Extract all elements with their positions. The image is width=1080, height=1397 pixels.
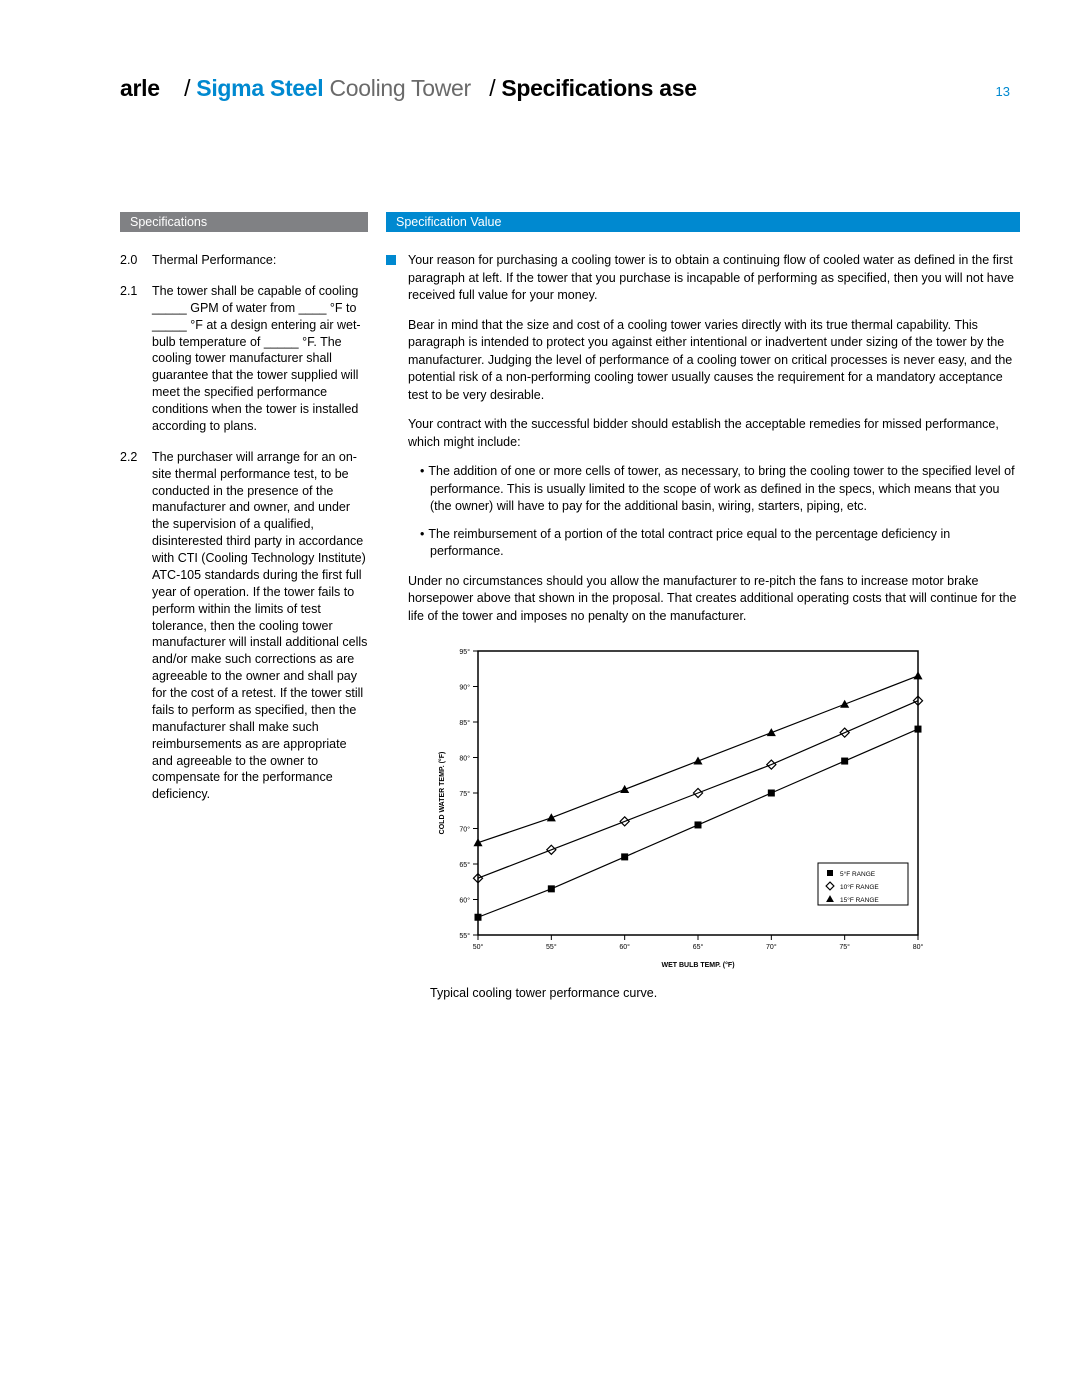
svg-text:80°: 80° [459, 755, 470, 763]
performance-chart: 55°60°65°70°75°80°85°90°95°50°55°60°65°7… [430, 643, 1020, 1003]
value-paragraph: Your contract with the successful bidder… [408, 416, 1020, 451]
spec-row: 2.1 The tower shall be capable of coolin… [120, 283, 368, 435]
product-name: Cooling Tower [329, 75, 470, 101]
value-bullet: The addition of one or more cells of tow… [420, 463, 1020, 516]
svg-text:65°: 65° [459, 861, 470, 869]
svg-text:70°: 70° [766, 943, 777, 951]
value-paragraph: Under no circumstances should you allow … [408, 573, 1020, 626]
specifications-column: Specifications 2.0 Thermal Performance: … [120, 212, 368, 1003]
value-header: Specification Value [386, 212, 1020, 232]
spec-row: 2.2 The purchaser will arrange for an on… [120, 449, 368, 803]
chart-caption: Typical cooling tower performance curve. [430, 985, 1020, 1003]
spec-text: The tower shall be capable of cooling __… [152, 283, 368, 435]
page-header: arle / Sigma Steel Cooling Tower / Speci… [120, 75, 1020, 102]
chart-svg: 55°60°65°70°75°80°85°90°95°50°55°60°65°7… [430, 643, 930, 973]
svg-text:75°: 75° [839, 943, 850, 951]
svg-text:90°: 90° [459, 684, 470, 692]
section-name: Specifications ase [501, 75, 696, 101]
spec-number: 2.2 [120, 449, 142, 803]
spec-text: The purchaser will arrange for an on-sit… [152, 449, 368, 803]
spec-text: Thermal Performance: [152, 252, 368, 269]
separator: / [184, 75, 190, 101]
svg-text:55°: 55° [459, 932, 470, 940]
svg-text:WET BULB TEMP. (°F): WET BULB TEMP. (°F) [661, 961, 734, 969]
svg-text:85°: 85° [459, 719, 470, 727]
svg-text:15°F RANGE: 15°F RANGE [840, 896, 879, 904]
value-paragraph: Bear in mind that the size and cost of a… [408, 317, 1020, 405]
svg-text:COLD WATER TEMP. (°F): COLD WATER TEMP. (°F) [438, 752, 446, 835]
header-prefix: arle [120, 75, 160, 101]
spec-row: 2.0 Thermal Performance: [120, 252, 368, 269]
spec-number: 2.1 [120, 283, 142, 435]
page-number: 13 [996, 84, 1010, 99]
brand-name: Sigma Steel [196, 75, 323, 101]
svg-text:60°: 60° [619, 943, 630, 951]
value-body: Your reason for purchasing a cooling tow… [408, 252, 1020, 1003]
svg-text:5°F RANGE: 5°F RANGE [840, 870, 876, 878]
separator: / [489, 75, 495, 101]
specification-value-column: Specification Value Your reason for purc… [386, 212, 1020, 1003]
blue-square-icon [386, 255, 396, 265]
specs-header: Specifications [120, 212, 368, 232]
svg-text:60°: 60° [459, 897, 470, 905]
svg-text:75°: 75° [459, 790, 470, 798]
value-paragraph: Your reason for purchasing a cooling tow… [408, 252, 1020, 305]
svg-text:80°: 80° [913, 943, 924, 951]
svg-text:65°: 65° [693, 943, 704, 951]
svg-text:10°F RANGE: 10°F RANGE [840, 883, 879, 891]
svg-text:55°: 55° [546, 943, 557, 951]
value-bullet: The reimbursement of a portion of the to… [420, 526, 1020, 561]
svg-text:95°: 95° [459, 648, 470, 656]
header-title: arle / Sigma Steel Cooling Tower / Speci… [120, 75, 697, 102]
svg-text:70°: 70° [459, 826, 470, 834]
spec-number: 2.0 [120, 252, 142, 269]
svg-text:50°: 50° [473, 943, 484, 951]
